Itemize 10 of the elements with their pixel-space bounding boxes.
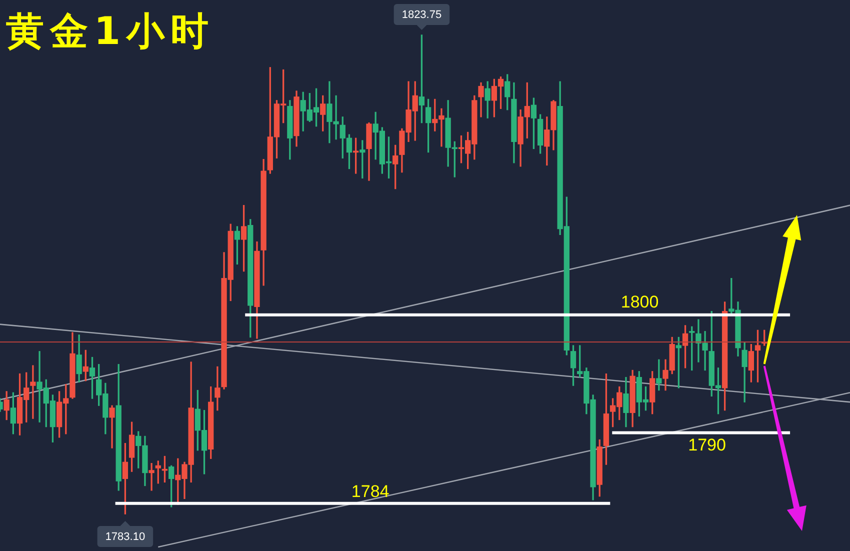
- ref-line-label: 1784: [351, 482, 390, 502]
- ref-line-label: 1800: [620, 292, 659, 312]
- candlestick: [109, 405, 115, 448]
- candlestick: [148, 463, 154, 491]
- annotation: 1783.10: [105, 531, 146, 544]
- ref-line-label: 1790: [688, 435, 726, 454]
- candlestick: [30, 365, 36, 419]
- annotation: 1823.75: [402, 9, 442, 22]
- chart-title: 黄金1小时: [6, 9, 214, 53]
- candlestick: [214, 366, 220, 411]
